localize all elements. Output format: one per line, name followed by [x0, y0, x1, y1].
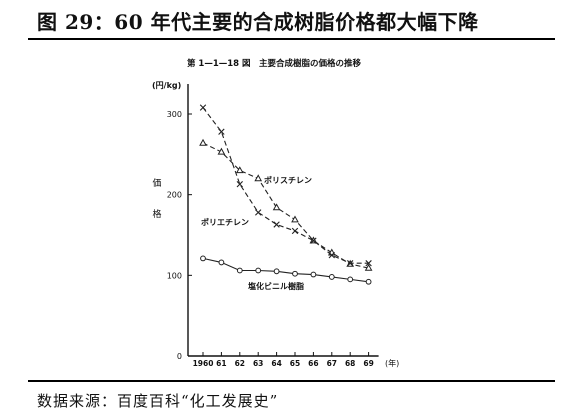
x-stroke [291, 227, 299, 235]
series-line-circle [202, 257, 369, 283]
y-tick-label: 300 [167, 110, 182, 119]
data-point-circle [365, 278, 372, 285]
data-point-triangle [235, 166, 244, 174]
x-stroke [255, 209, 262, 216]
y-tick-label: 200 [167, 191, 182, 200]
source-caption: 数据来源：百度百科“化工发展史” [37, 392, 279, 410]
x-axis-unit: (年) [385, 358, 399, 368]
x-tick-label: 62 [235, 359, 245, 368]
x-stroke [347, 260, 354, 267]
series-line-triangle [202, 142, 369, 269]
x-stroke [310, 237, 317, 244]
data-point-circle [236, 267, 243, 274]
data-point-x [273, 221, 280, 228]
y-tick-label: 0 [177, 352, 182, 361]
data-point-x [365, 260, 372, 267]
x-stroke [236, 180, 243, 188]
source-rule [28, 380, 555, 382]
data-point-x [347, 260, 354, 267]
x-stroke [273, 221, 280, 228]
chart-ticks: 0 100 200 300 1960 61 62 63 64 65 66 67 68 69 [167, 110, 374, 368]
chart-series [199, 104, 373, 285]
x-tick-label: 66 [308, 359, 318, 368]
data-point-circle [292, 270, 298, 277]
title-rule [28, 38, 555, 40]
data-point-x [310, 237, 317, 244]
data-point-circle [310, 271, 317, 278]
series-label-x: ポリエチレン [201, 217, 249, 227]
data-point-x [199, 104, 207, 111]
data-point-circle [255, 267, 262, 274]
data-point-triangle [291, 215, 299, 223]
data-point-circle [328, 274, 335, 280]
figure-title: 图 29：60 年代主要的合成树脂价格都大幅下降 [37, 10, 479, 34]
y-tick-label: 100 [167, 271, 182, 280]
x-tick-label: 65 [290, 359, 300, 368]
data-point-x [328, 251, 335, 259]
data-point-triangle [254, 174, 263, 182]
x-tick-label: 61 [216, 359, 226, 368]
x-tick-label: 68 [345, 359, 355, 368]
data-point-x [255, 209, 262, 216]
x-stroke [218, 128, 225, 135]
y-axis-unit: (円/kg) [152, 81, 181, 90]
y-axis-label-char-1: 価 [152, 177, 161, 189]
data-point-circle [273, 268, 280, 275]
x-tick-label: 67 [327, 359, 337, 368]
data-point-circle [347, 276, 354, 283]
data-point-triangle [217, 147, 226, 155]
x-tick-label: 69 [363, 359, 373, 368]
data-point-triangle [199, 138, 207, 146]
series-label-circle: 塩化ビニル樹脂 [248, 281, 304, 291]
data-point-circle [200, 255, 206, 262]
chart-title: 第 1—1—18 図 主要合成樹脂の価格の推移 [187, 58, 362, 69]
x-tick-label: 63 [253, 359, 263, 368]
data-point-x [291, 227, 299, 235]
x-tick-label: 1960 [193, 359, 214, 368]
x-stroke [365, 260, 372, 267]
x-tick-label: 64 [271, 359, 281, 368]
series-label-triangle: ポリスチレン [264, 175, 312, 185]
series-line-x [202, 107, 369, 264]
x-stroke [199, 104, 207, 111]
chart-axes [187, 84, 379, 357]
x-stroke [328, 251, 335, 259]
data-point-x [236, 180, 243, 188]
data-point-triangle [364, 263, 373, 271]
data-point-circle [218, 259, 225, 266]
data-point-triangle [272, 203, 281, 211]
data-point-x [218, 128, 225, 135]
y-axis-label-char-2: 格 [152, 208, 161, 220]
